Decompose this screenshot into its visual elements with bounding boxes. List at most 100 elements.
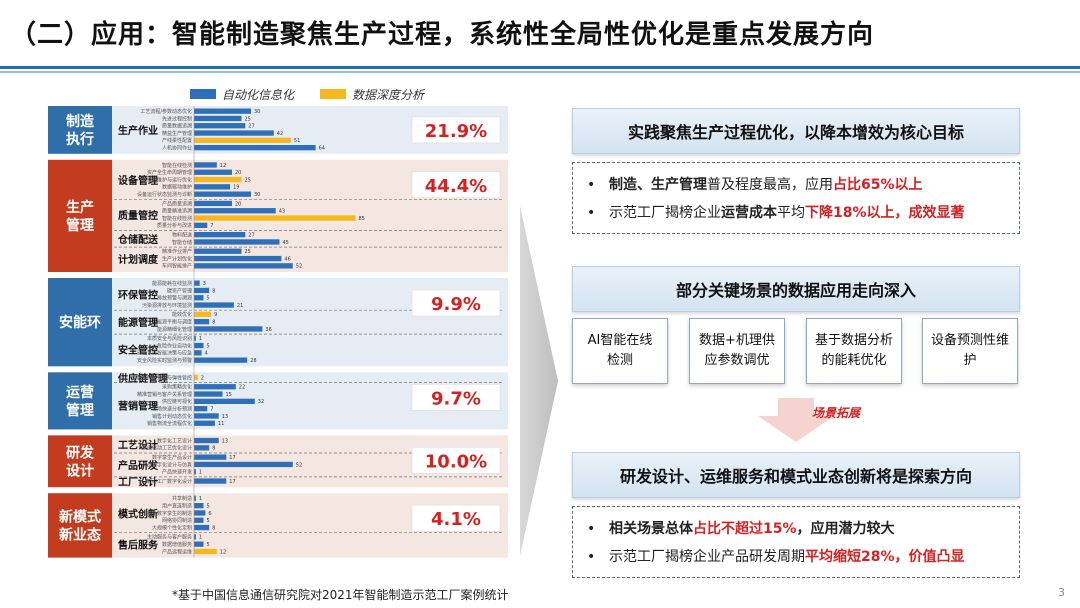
bar-value-label: 20 bbox=[235, 201, 241, 207]
bar-category-label: 产品远程运维 bbox=[162, 548, 192, 555]
bar-category-label: 智能在线检测 bbox=[162, 215, 192, 222]
bullet-text-segment: 下降18%以上，成效显著 bbox=[805, 205, 965, 221]
bullet-text-segment: 制造、生产管理 bbox=[609, 177, 707, 193]
bar bbox=[194, 517, 204, 523]
bar bbox=[194, 145, 316, 151]
scenario-text: AI智能在线 检测 bbox=[588, 331, 653, 371]
bullet-text-segment: 平均 bbox=[777, 205, 805, 221]
bar-category-label: 数字化工艺设计 bbox=[157, 437, 192, 444]
bar-category-label: 大规模个性化定制 bbox=[152, 524, 192, 531]
bar-value-label: 8 bbox=[212, 446, 215, 452]
subgroup-label: 安全管控 bbox=[118, 344, 158, 357]
bar-value-label: 20 bbox=[235, 170, 241, 176]
subgroup-label: 环保管控 bbox=[118, 289, 158, 302]
bar bbox=[194, 541, 204, 547]
bar-value-label: 1 bbox=[199, 496, 202, 502]
bullet-text-segment: 普及程度最高，应用 bbox=[707, 177, 833, 193]
bar bbox=[194, 342, 204, 349]
group-name: 制造执行 bbox=[66, 113, 94, 148]
scenario-box: 设备预测性维护 bbox=[922, 318, 1018, 384]
bar-value-label: 45 bbox=[283, 240, 289, 246]
bar-category-label: 安全风险实时监测与预警 bbox=[137, 357, 192, 364]
bar-category-label: 车间智能排产 bbox=[162, 263, 192, 270]
bar-category-label: 先进过程控制 bbox=[162, 115, 192, 122]
bar-value-label: 8 bbox=[212, 320, 215, 326]
bar-value-label: 27 bbox=[248, 233, 254, 239]
group-tab bbox=[48, 106, 112, 154]
bar-category-label: 能源精细化管理 bbox=[157, 326, 192, 333]
bar-value-label: 43 bbox=[279, 209, 285, 215]
bar bbox=[194, 123, 246, 129]
bar-category-label: 危险作业自动化 bbox=[157, 342, 192, 349]
bar-category-label: 车间/工厂数字化设计 bbox=[145, 478, 192, 485]
bar-category-label: 人机协同作业 bbox=[162, 145, 192, 152]
bullet-dot: • bbox=[587, 521, 596, 537]
bar bbox=[194, 169, 232, 175]
bar bbox=[194, 255, 282, 262]
group-tab bbox=[48, 435, 112, 488]
group-name: 运营管理 bbox=[66, 384, 94, 419]
bullet-text-segment: 平均缩短28%，价值凸显 bbox=[805, 549, 965, 565]
bar-category-label: 网络协同制造 bbox=[162, 517, 192, 524]
legend-swatch bbox=[320, 89, 346, 99]
group-tab bbox=[48, 372, 112, 430]
bar bbox=[194, 391, 223, 397]
practice-focus-bullets: • 制造、生产管理普及程度最高，应用占比65%以上 • 示范工厂揭榜企业运营成本平均下… bbox=[572, 162, 1020, 234]
bar-value-label: 21 bbox=[237, 303, 243, 309]
bar bbox=[194, 287, 210, 294]
bar bbox=[194, 350, 202, 356]
group-tab bbox=[48, 159, 112, 272]
bar-category-label: 数据驱动维护 bbox=[162, 184, 192, 191]
exploration-direction-heading: 研发设计、运维服务和模式业态创新将是探索方向 bbox=[572, 452, 1020, 498]
bar bbox=[194, 510, 206, 516]
title-underline-light bbox=[0, 71, 1080, 73]
bar-category-label: 能源能耗在线监测 bbox=[152, 280, 192, 287]
scenario-line: 基于数据分析 bbox=[814, 333, 893, 348]
bar bbox=[194, 445, 210, 451]
bar bbox=[194, 335, 196, 341]
bar-value-label: 51 bbox=[294, 138, 300, 144]
subgroup-label: 设备管理 bbox=[118, 174, 158, 187]
scenario-text: 数据+机理供 应参数调优 bbox=[699, 331, 775, 371]
slide-title: （二）应用：智能制造聚焦生产过程，系统性全局性优化是重点发展方向 bbox=[10, 20, 875, 50]
scenario-box: AI智能在线 检测 bbox=[572, 318, 668, 384]
bar-value-label: 52 bbox=[296, 264, 302, 270]
bar-value-label: 64 bbox=[319, 146, 325, 152]
scenario-line: AI智能在线 bbox=[587, 333, 653, 348]
bar-category-label: 智能仓储 bbox=[172, 239, 192, 246]
bar bbox=[194, 413, 219, 419]
bar bbox=[194, 184, 231, 190]
bar-category-label: 市场快速分析预测 bbox=[152, 406, 192, 413]
bullet-dot: • bbox=[587, 549, 596, 565]
bar bbox=[194, 326, 263, 332]
bullet-text-segment: 占比65%以上 bbox=[833, 177, 923, 193]
bar bbox=[194, 420, 215, 426]
bar-value-label: 36 bbox=[265, 327, 271, 333]
bar bbox=[194, 176, 242, 183]
bar-value-label: 5 bbox=[207, 504, 210, 510]
bar-value-label: 5 bbox=[207, 343, 210, 349]
bar-category-label: 数据驱动工艺优化设计 bbox=[142, 445, 192, 452]
bar-category-label: 生产计划优化 bbox=[162, 255, 192, 262]
bullet-text-segment: 占比不超过15% bbox=[693, 521, 797, 537]
bar-category-label: 精准营销与客户关系管理 bbox=[137, 391, 192, 398]
legend-swatch bbox=[190, 89, 216, 99]
bar-value-label: 19 bbox=[233, 185, 239, 191]
bullet-item: • 示范工厂揭榜企业产品研发周期平均缩短28%，价值凸显 bbox=[587, 543, 1005, 571]
bar-category-label: 排放预警与溯源 bbox=[157, 295, 192, 302]
bar-value-label: 46 bbox=[284, 256, 290, 262]
bar-value-label: 32 bbox=[258, 399, 264, 405]
bar-category-label: 能源平衡与调度 bbox=[157, 319, 192, 326]
bar-value-label: 27 bbox=[248, 124, 254, 130]
bar-value-label: 12 bbox=[220, 549, 226, 555]
subgroup-label: 供应链管理 bbox=[117, 372, 168, 385]
bar-value-label: 22 bbox=[239, 385, 245, 391]
scenario-expansion-label: 场景拓展 bbox=[812, 406, 861, 420]
bar bbox=[194, 200, 232, 207]
percent-badge bbox=[411, 289, 501, 317]
bar-category-label: 能效优化 bbox=[172, 311, 192, 318]
bar-category-label: 本质安全与风险识别 bbox=[147, 335, 192, 342]
group-percent: 10.0% bbox=[425, 451, 487, 472]
subgroup-label: 售后服务 bbox=[118, 539, 159, 552]
bar-value-label: 85 bbox=[359, 216, 365, 222]
